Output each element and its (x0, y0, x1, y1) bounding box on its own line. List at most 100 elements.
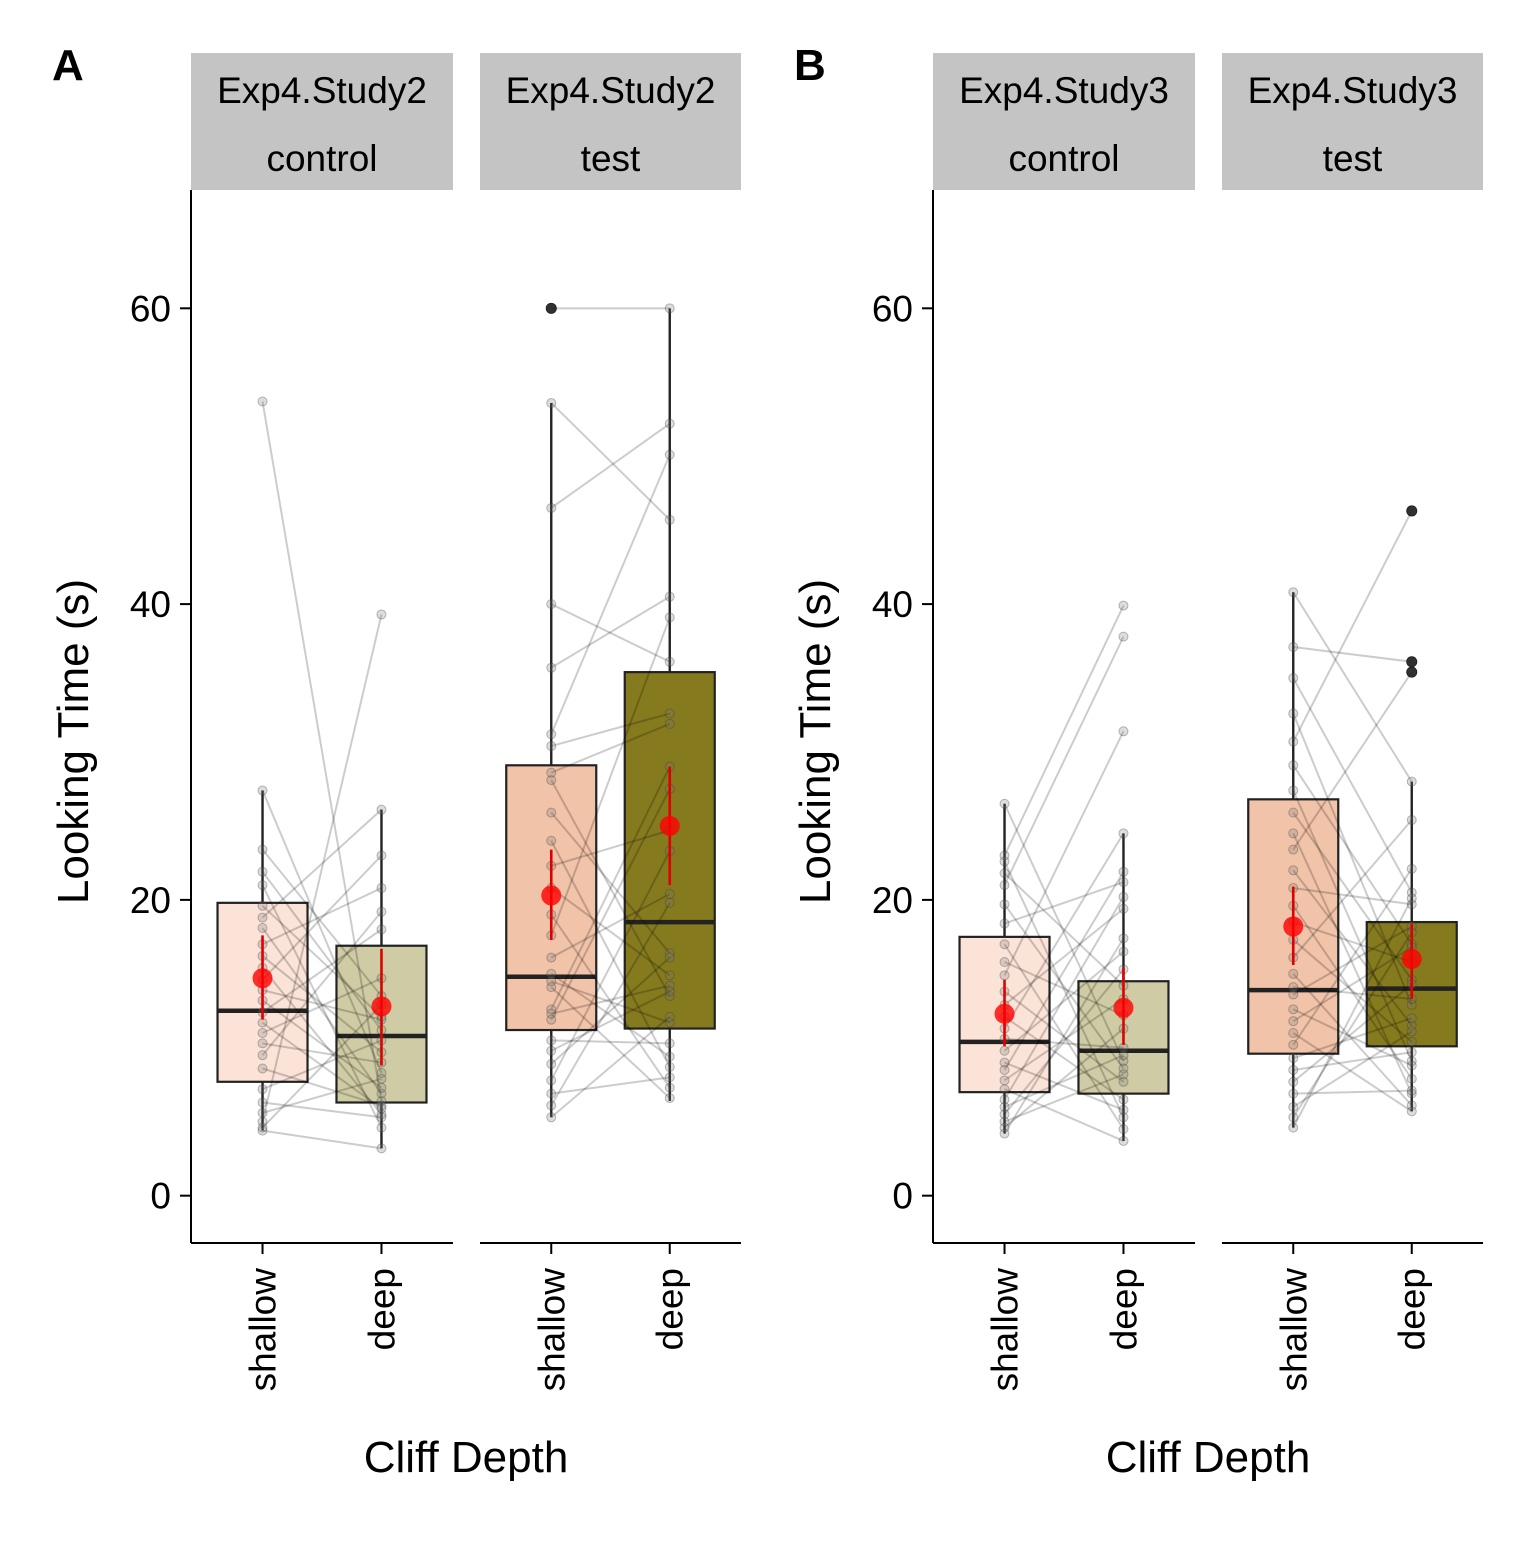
paired-line (1293, 1089, 1412, 1095)
paired-line (550, 980, 671, 1024)
paired-line (261, 808, 383, 919)
data-point (1288, 968, 1299, 979)
facet-strip-line-1: Exp4.Study3 (959, 70, 1169, 111)
data-point (999, 1101, 1010, 1112)
data-point (664, 1038, 675, 1049)
facet-2: Exp4.Study2 test shallow deep (480, 53, 741, 1391)
paired-line (550, 402, 671, 521)
paired-line (1293, 1051, 1412, 1071)
paired-line (1292, 764, 1413, 945)
data-point (257, 900, 268, 911)
data-point (664, 1017, 675, 1028)
data-point (1406, 815, 1417, 826)
paired-line (550, 454, 671, 735)
data-point (1406, 1100, 1417, 1111)
data-point (999, 880, 1010, 891)
data-point (664, 514, 675, 525)
data-point (546, 1075, 557, 1086)
paired-line (1004, 1073, 1124, 1123)
data-point (1406, 1056, 1417, 1067)
data-point (664, 1072, 675, 1083)
paired-line (1004, 1061, 1124, 1111)
paired-line (1293, 645, 1412, 663)
paired-line (261, 401, 383, 1102)
data-point (664, 449, 675, 460)
data-point (546, 599, 557, 610)
paired-line (550, 788, 671, 1021)
data-point (1118, 828, 1129, 839)
data-point (1118, 1104, 1129, 1115)
box-iqr (623, 671, 716, 1030)
paired-line (1292, 812, 1413, 981)
data-point (1118, 866, 1129, 877)
paired-line (1292, 983, 1413, 1083)
paired-line (550, 1015, 671, 1119)
facet-strip (191, 53, 453, 190)
data-point (1118, 877, 1129, 888)
paired-line (550, 779, 671, 997)
paired-line (1004, 881, 1124, 925)
data-point (1118, 903, 1129, 914)
panel-label: A (52, 41, 84, 90)
paired-line (550, 902, 671, 1106)
y-tick-label: 60 (130, 288, 171, 329)
paired-line (1292, 1030, 1413, 1108)
paired-line (1004, 961, 1124, 1017)
data-point (1288, 865, 1299, 876)
paired-line (1292, 973, 1413, 1107)
data-point (257, 1122, 268, 1133)
data-point (664, 612, 675, 623)
data-point (664, 303, 675, 314)
data-point (664, 970, 675, 981)
paired-line (262, 1039, 382, 1091)
data-point (1288, 1027, 1299, 1038)
data-point (999, 1084, 1010, 1095)
paired-line (261, 854, 383, 981)
paired-line (550, 893, 671, 959)
paired-line (1293, 887, 1412, 906)
data-point (376, 1082, 387, 1093)
data-point (1288, 736, 1299, 747)
paired-line (1292, 868, 1413, 1046)
data-point (376, 1122, 387, 1133)
data-point (1406, 887, 1417, 898)
data-point (1288, 1016, 1299, 1027)
data-point (1118, 891, 1129, 902)
paired-line (550, 829, 671, 867)
y-tick-label: 0 (892, 1176, 913, 1217)
data-point (376, 1112, 387, 1123)
paired-line (1292, 1008, 1413, 1067)
data-point (664, 888, 675, 899)
data-point (999, 1075, 1010, 1086)
paired-line (550, 603, 671, 663)
paired-line (1003, 636, 1125, 886)
mean-point (252, 968, 273, 989)
paired-observations (999, 600, 1129, 1146)
paired-line (262, 977, 382, 1034)
data-point (999, 1045, 1010, 1056)
data-point (1406, 1060, 1417, 1071)
data-point (999, 899, 1010, 910)
facet-strip-line-2: control (266, 138, 377, 179)
paired-line (1003, 871, 1125, 1071)
panel-label: B (794, 41, 826, 90)
data-point (376, 1109, 387, 1120)
data-point (664, 1051, 675, 1062)
data-point (257, 1084, 268, 1095)
paired-line (262, 1067, 382, 1107)
paired-line (261, 967, 383, 1115)
paired-line (1293, 986, 1412, 1000)
paired-line (550, 986, 671, 1099)
data-point (999, 1122, 1010, 1133)
y-tick-label: 20 (872, 880, 913, 921)
facet-1: Exp4.Study2 control shallow deep (191, 53, 453, 1391)
data-point (257, 396, 268, 407)
x-tick-label: deep (361, 1268, 402, 1350)
panel-b: B 0 20 40 60 Looking Time (s) Cliff Depth Exp4.… (791, 41, 1483, 1482)
data-point (664, 1082, 675, 1093)
paired-line (1003, 943, 1125, 1130)
paired-line (1292, 925, 1413, 996)
paired-line (262, 1077, 382, 1114)
data-point (1118, 1124, 1129, 1135)
